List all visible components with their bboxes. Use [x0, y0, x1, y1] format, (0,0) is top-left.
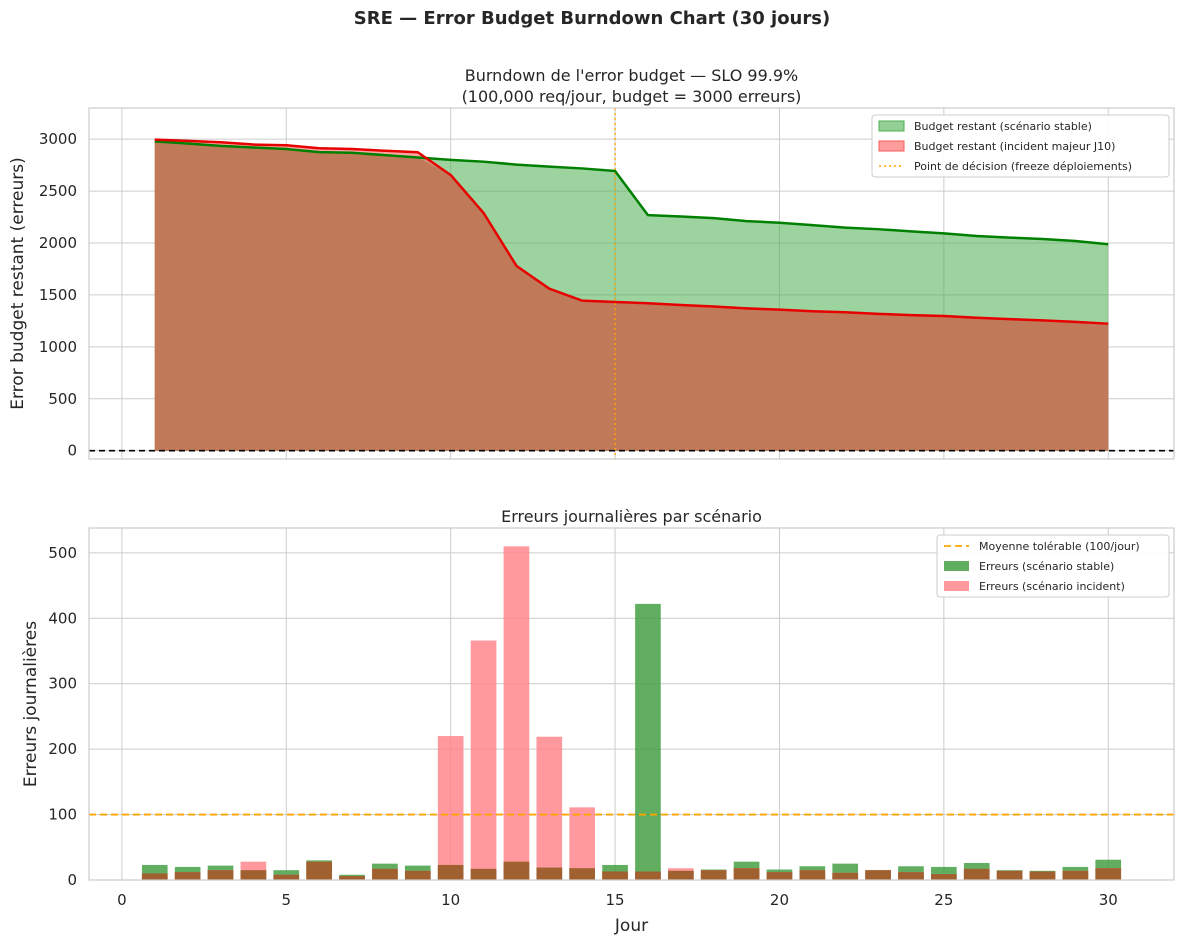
bar-overlap-day-4 [240, 870, 267, 880]
bar-overlap-day-17 [667, 870, 694, 880]
bar-overlap-day-21 [799, 870, 826, 880]
bar-stable-day-16 [635, 603, 661, 880]
burndown-title: Burndown de l'error budget — SLO 99.9% [465, 66, 798, 85]
bar-overlap-day-20 [766, 872, 793, 880]
daily-errors-y-tick-label: 100 [48, 806, 77, 824]
overlap-budget-area [154, 141, 1109, 451]
bar-incident-day-14 [569, 807, 596, 880]
bar-overlap-day-19 [733, 868, 760, 880]
bar-overlap-day-23 [865, 870, 891, 880]
bar-overlap-day-12 [503, 861, 530, 880]
bar-incident-day-11 [470, 640, 497, 880]
bar-overlap-day-11 [470, 868, 497, 880]
bar-incident-day-10 [437, 736, 464, 880]
bar-overlap-day-28 [1029, 871, 1056, 880]
burndown-y-tick-label: 1000 [39, 338, 77, 356]
bar-overlap-day-16 [635, 871, 661, 880]
bar-overlap-day-14 [569, 868, 596, 880]
bar-overlap-day-18 [700, 870, 727, 880]
daily-errors-legend: Moyenne tolérable (100/jour) Erreurs (scé… [936, 534, 1170, 598]
legend-swatch-stable-errors [944, 561, 969, 571]
bar-overlap-day-6 [306, 861, 332, 880]
daily-errors-x-axis-label: Jour [614, 916, 648, 936]
bar-incident-day-13 [536, 736, 563, 880]
burndown-y-tick-label: 500 [48, 390, 77, 408]
daily-errors-panel: 0 100 200 300 400 500 0 5 10 15 20 25 30 Erreurs jour… [21, 507, 1175, 936]
legend-label-incident-errors: Erreurs (scénario incident) [979, 580, 1125, 593]
burndown-y-tick-label: 3000 [39, 130, 77, 148]
bar-overlap-day-5 [273, 874, 300, 880]
burndown-legend-box [871, 114, 1170, 178]
stable-budget-line [154, 140, 1109, 246]
bar-overlap-day-1 [141, 873, 168, 880]
daily-errors-y-tick-label: 300 [48, 675, 77, 693]
daily-errors-y-tick-label: 0 [67, 871, 77, 889]
daily-errors-y-tick-label: 400 [48, 609, 77, 627]
daily-errors-frame [88, 527, 1175, 881]
burndown-y-axis-label: Error budget restant (erreurs) [8, 157, 28, 410]
bar-overlap-day-27 [996, 870, 1023, 880]
bar-overlap-day-10 [437, 864, 464, 880]
daily-errors-y-axis-label: Erreurs journalières [21, 621, 41, 787]
legend-label-stable-budget: Budget restant (scénario stable) [914, 120, 1092, 133]
daily-errors-y-tick-label: 200 [48, 740, 77, 758]
bar-overlap-day-2 [174, 872, 201, 880]
burndown-y-tick-label: 1500 [39, 286, 77, 304]
burndown-subtitle: (100,000 req/jour, budget = 3000 erreurs… [462, 87, 802, 106]
daily-errors-x-tick-label: 25 [934, 891, 953, 909]
daily-errors-legend-box [936, 534, 1170, 598]
legend-swatch-stable-budget [878, 120, 905, 132]
legend-label-stable-errors: Erreurs (scénario stable) [979, 560, 1114, 573]
burndown-y-tick-label: 2500 [39, 182, 77, 200]
burndown-panel: 0 500 1000 1500 2000 2500 3000 Burndown de l'er… [8, 66, 1175, 460]
bar-overlap-day-29 [1062, 870, 1089, 880]
burndown-y-tick-label: 2000 [39, 234, 77, 252]
bar-incident-day-12 [503, 546, 530, 880]
bar-overlap-day-3 [207, 870, 234, 880]
legend-label-incident-budget: Budget restant (incident majeur J10) [914, 140, 1115, 153]
bar-overlap-day-30 [1095, 868, 1122, 880]
bar-overlap-day-7 [339, 876, 365, 880]
daily-errors-x-tick-label: 10 [441, 891, 460, 909]
legend-swatch-incident-errors [944, 581, 969, 591]
bar-overlap-day-13 [536, 867, 563, 880]
burndown-legend: Budget restant (scénario stable) Budget r… [871, 114, 1170, 178]
bar-overlap-day-9 [404, 870, 431, 880]
bar-overlap-day-8 [372, 868, 398, 880]
legend-label-tolerable-average: Moyenne tolérable (100/jour) [979, 540, 1140, 553]
daily-errors-x-tick-label: 5 [281, 891, 291, 909]
daily-errors-x-tick-label: 0 [117, 891, 127, 909]
daily-errors-title: Erreurs journalières par scénario [501, 507, 762, 526]
bar-overlap-day-26 [963, 868, 990, 880]
burndown-y-tick-label: 0 [67, 442, 77, 460]
daily-errors-x-tick-label: 20 [770, 891, 789, 909]
bar-overlap-day-15 [602, 871, 628, 880]
legend-swatch-incident-budget [878, 140, 905, 152]
bar-overlap-day-22 [832, 872, 859, 880]
daily-errors-x-tick-label: 30 [1099, 891, 1118, 909]
bar-overlap-day-25 [931, 874, 957, 880]
burndown-frame [88, 107, 1175, 460]
incident-budget-line [154, 138, 1109, 325]
daily-errors-x-tick-label: 15 [606, 891, 625, 909]
legend-label-decision: Point de décision (freeze déploiements) [914, 160, 1132, 173]
figure-title: SRE — Error Budget Burndown Chart (30 jo… [353, 8, 831, 29]
daily-errors-y-tick-label: 500 [48, 544, 77, 562]
bar-overlap-day-24 [898, 872, 924, 880]
